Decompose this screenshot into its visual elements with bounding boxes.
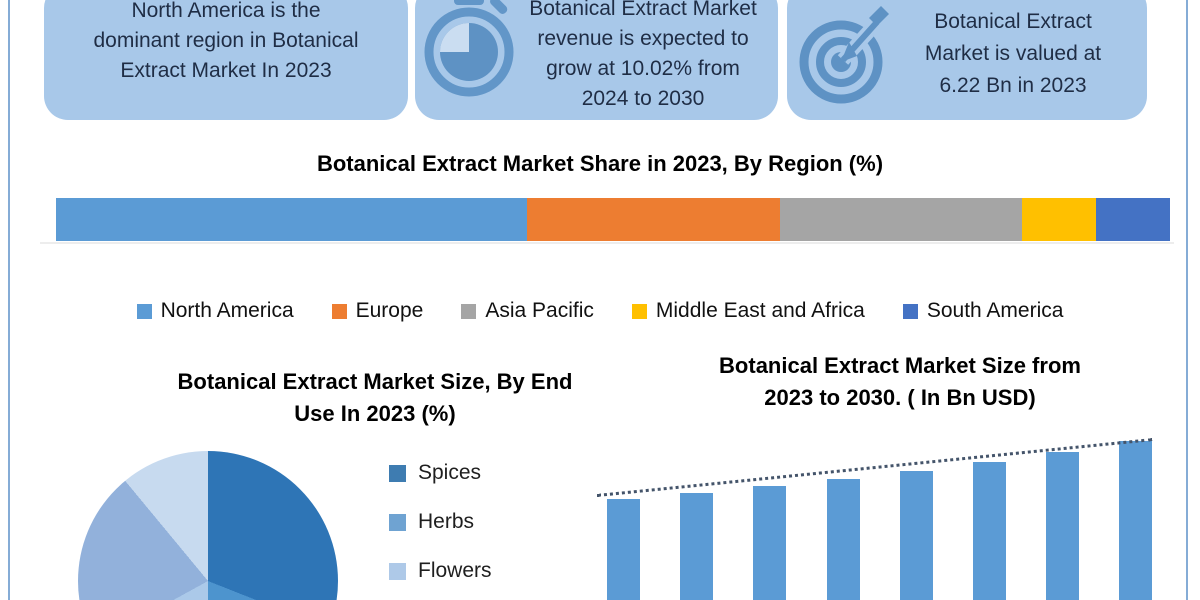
info-card-text: Botanical Extract Market revenue is expe… bbox=[529, 0, 757, 110]
pie-chart-title: Botanical Extract Market Size, By End Us… bbox=[100, 366, 650, 430]
legend-item-north-america: North America bbox=[136, 299, 294, 323]
pie-title-line1: Botanical Extract Market Size, By End bbox=[177, 369, 573, 394]
legend-swatch-middle-east-and-africa bbox=[631, 303, 647, 319]
info-card-dominant-region: North America is the dominant region in … bbox=[44, 0, 408, 120]
info-card-text: Botanical Extract Market is valued at 6.… bbox=[924, 10, 1102, 97]
end-use-pie bbox=[78, 451, 338, 600]
legend-item-asia-pacific: Asia Pacific bbox=[461, 299, 594, 323]
left-border bbox=[8, 0, 10, 600]
legend-swatch-asia-pacific bbox=[461, 303, 477, 319]
pie-legend-swatch-herbs bbox=[389, 513, 406, 531]
pie-title-line2: Use In 2023 (%) bbox=[294, 401, 456, 426]
region-axis-line bbox=[40, 242, 1174, 244]
pie-legend-label: Flowers bbox=[418, 559, 492, 582]
bar-2025 bbox=[753, 486, 786, 600]
bar-2024 bbox=[680, 493, 713, 600]
region-segment-asia-pacific bbox=[780, 198, 1022, 241]
bar-2028 bbox=[973, 462, 1006, 600]
region-segment-north-america bbox=[56, 198, 528, 241]
legend-label: South America bbox=[926, 299, 1064, 322]
bar-2023 bbox=[607, 499, 640, 600]
bar-chart-title: Botanical Extract Market Size from 2023 … bbox=[640, 350, 1160, 414]
pie-legend-item-spices: Spices bbox=[389, 461, 492, 485]
bar-title-line2: 2023 to 2030. ( In Bn USD) bbox=[764, 385, 1036, 410]
bar-2026 bbox=[827, 479, 860, 600]
legend-label: Asia Pacific bbox=[485, 299, 594, 322]
pie-legend-label: Spices bbox=[418, 461, 482, 484]
bar-2029 bbox=[1046, 452, 1079, 600]
pie-legend-label: Herbs bbox=[418, 510, 475, 533]
region-chart-title: Botanical Extract Market Share in 2023, … bbox=[316, 151, 884, 176]
legend-swatch-north-america bbox=[136, 303, 152, 319]
market-size-bars bbox=[607, 420, 1153, 600]
region-segment-middle-east-and-africa bbox=[1021, 198, 1097, 241]
bar-2027 bbox=[900, 471, 933, 600]
stopwatch-icon bbox=[423, 0, 515, 103]
pie-legend: Spices Herbs Flowers bbox=[389, 461, 492, 600]
bar-2030 bbox=[1119, 441, 1152, 600]
legend-label: North America bbox=[160, 299, 294, 322]
region-segment-europe bbox=[527, 198, 781, 241]
region-legend: North America Europe Asia Pacific Middle Ea… bbox=[30, 299, 1170, 323]
region-segment-south-america bbox=[1096, 198, 1170, 241]
pie-legend-item-herbs: Herbs bbox=[389, 510, 492, 534]
pie-legend-swatch-flowers bbox=[389, 562, 406, 580]
pie-legend-swatch-spices bbox=[389, 464, 406, 482]
pie-legend-item-flowers: Flowers bbox=[389, 559, 492, 583]
info-card-text: North America is the dominant region in … bbox=[93, 0, 359, 82]
target-icon bbox=[797, 4, 891, 111]
legend-label: Middle East and Africa bbox=[655, 299, 865, 322]
info-card-market-value: Botanical Extract Market is valued at 6.… bbox=[787, 0, 1147, 120]
legend-item-middle-east-and-africa: Middle East and Africa bbox=[631, 299, 865, 323]
legend-swatch-europe bbox=[331, 303, 347, 319]
legend-swatch-south-america bbox=[902, 303, 918, 319]
bar-title-line1: Botanical Extract Market Size from bbox=[719, 353, 1081, 378]
info-card-growth-rate: Botanical Extract Market revenue is expe… bbox=[415, 0, 778, 120]
legend-item-europe: Europe bbox=[331, 299, 424, 323]
region-stacked-bar bbox=[56, 198, 1170, 241]
right-border bbox=[1186, 0, 1188, 600]
legend-label: Europe bbox=[355, 299, 424, 322]
legend-item-south-america: South America bbox=[902, 299, 1064, 323]
